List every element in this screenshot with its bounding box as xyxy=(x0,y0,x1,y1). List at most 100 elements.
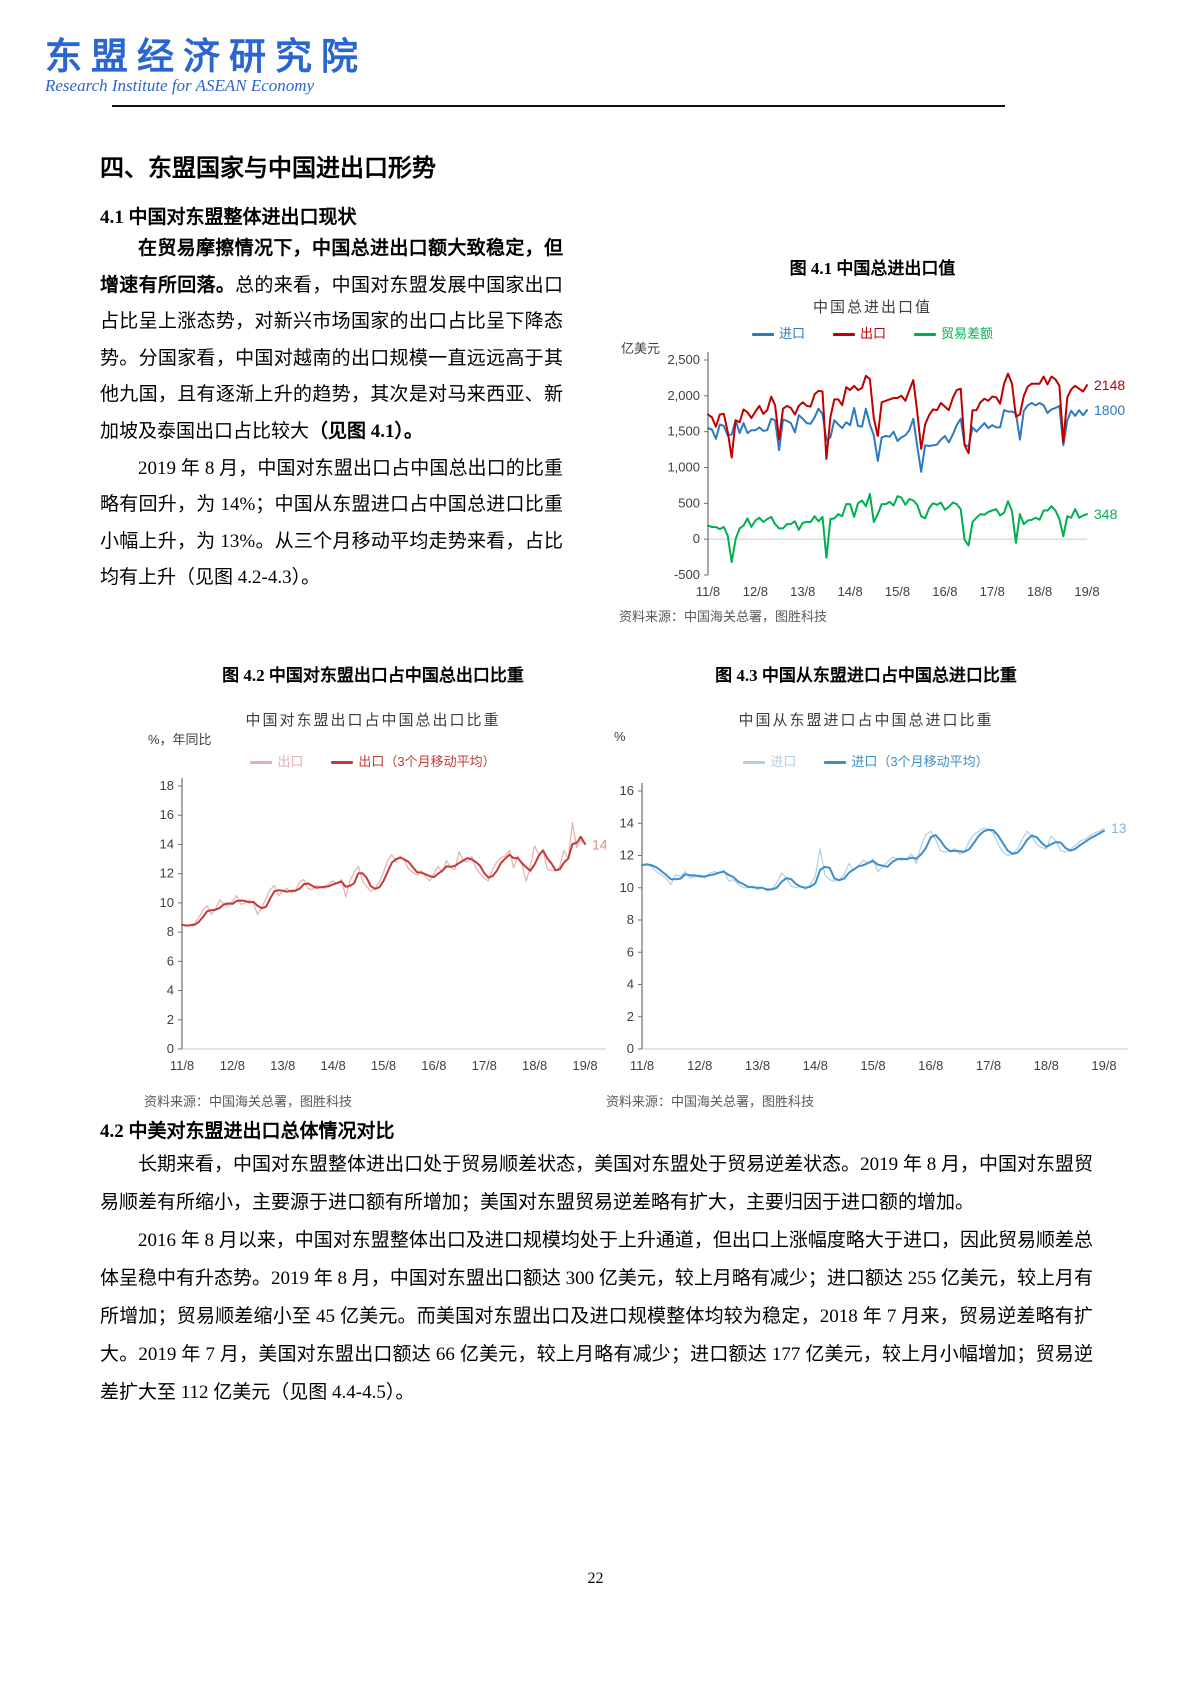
chart-svg: 2,500 2,000 1,500 1,000 500 0 -500 11/8 12/8 13/8… xyxy=(667,352,1125,599)
legend-label: 进口（3个月移动平均） xyxy=(851,754,989,769)
series-end-value: 2148 xyxy=(1094,377,1125,393)
y-tick-label: 14 xyxy=(160,836,174,851)
y-tick-label: 10 xyxy=(620,880,634,895)
y-tick-label: 2 xyxy=(627,1009,634,1024)
source-note: 资料来源：中国海关总署，图胜科技 xyxy=(619,609,828,624)
figure-4-3: 图 4.3 中国从东盟进口占中国总进口比重 中国从东盟进口占中国总进口比重 % … xyxy=(602,661,1130,1121)
legend: 出口 出口（3个月移动平均） xyxy=(140,751,606,770)
series-end-value: 1800 xyxy=(1094,402,1125,418)
figure-4-2-caption: 图 4.2 中国对东盟出口占中国总出口比重 xyxy=(222,666,524,685)
figure-4-2: 图 4.2 中国对东盟出口占中国总出口比重 中国对东盟出口占中国总出口比重 %，… xyxy=(140,661,606,1121)
legend-swatch xyxy=(743,761,766,765)
body-text-full-width: 长期来看，中国对东盟整体进出口处于贸易顺差状态，美国对东盟处于贸易逆差状态。20… xyxy=(100,1146,1093,1412)
legend-item: 进口 xyxy=(743,754,796,769)
y-tick-label: 14 xyxy=(620,815,634,830)
body-text-column: 在贸易摩擦情况下，中国总进出口额大致稳定，但增速有所回落。总的来看，中国对东盟发… xyxy=(100,231,563,597)
y-tick-label: 16 xyxy=(620,783,634,798)
data-line xyxy=(707,402,1088,473)
legend-item: 出口 xyxy=(832,326,886,341)
legend-item: 进口（3个月移动平均） xyxy=(824,754,989,769)
y-tick-label: 1,000 xyxy=(667,460,700,475)
x-tick-label: 16/8 xyxy=(421,1058,446,1073)
y-tick-label: 8 xyxy=(167,924,174,939)
paragraph-1-ref: （见图 4.1）。 xyxy=(309,420,424,442)
y-tick-label: 2,500 xyxy=(667,352,700,367)
y-tick-label: 4 xyxy=(627,977,634,992)
x-tick-label: 16/8 xyxy=(918,1058,943,1073)
org-logo: 东盟经济研究院 xyxy=(45,37,367,78)
legend-label: 出口 xyxy=(277,754,304,769)
paragraph-1-lead: 在贸易摩擦情况下，中国总进出口额大致稳定，但增速有所回落。 xyxy=(100,238,563,296)
y-tick-label: 2,000 xyxy=(667,388,700,403)
data-line xyxy=(707,493,1088,564)
x-tick-label: 12/8 xyxy=(220,1058,245,1073)
y-axis-label: % xyxy=(614,729,626,744)
y-axis-label: %，年同比 xyxy=(148,732,212,747)
y-tick-label: 6 xyxy=(627,944,634,959)
section-title: 四、东盟国家与中国进出口形势 xyxy=(100,156,436,182)
y-tick-label: 0 xyxy=(167,1041,174,1056)
legend-label: 出口 xyxy=(859,326,886,341)
y-tick-label: -500 xyxy=(674,567,700,582)
x-tick-label: 15/8 xyxy=(371,1058,396,1073)
org-subtitle: Research Institute for ASEAN Economy xyxy=(45,76,315,95)
legend-swatch xyxy=(751,333,774,337)
paragraph-1-body: 总的来看，中国对东盟发展中国家出口占比呈上涨态势，对新兴市场国家的出口占比呈下降… xyxy=(100,274,563,442)
x-tick-label: 13/8 xyxy=(270,1058,295,1073)
legend: 进口 出口 贸易差额 xyxy=(615,323,1130,342)
y-tick-label: 0 xyxy=(693,531,700,546)
y-tick-label: 0 xyxy=(627,1041,634,1056)
x-tick-label: 11/8 xyxy=(630,1058,654,1073)
x-tick-label: 12/8 xyxy=(743,584,768,599)
page-number: 22 xyxy=(587,1570,604,1587)
legend-item: 出口（3个月移动平均） xyxy=(331,754,496,769)
x-tick-label: 19/8 xyxy=(1091,1058,1116,1073)
legend-item: 出口 xyxy=(250,754,303,769)
series-end-value: 348 xyxy=(1094,506,1118,522)
figure-4-3-chart-title: 中国从东盟进口占中国总进口比重 xyxy=(738,712,994,729)
legend-swatch xyxy=(331,761,354,765)
legend-label: 出口（3个月移动平均） xyxy=(358,754,496,769)
legend-swatch xyxy=(914,333,936,337)
y-axis-label: 亿美元 xyxy=(621,341,661,356)
source-note: 资料来源：中国海关总署，图胜科技 xyxy=(144,1094,353,1109)
x-tick-label: 15/8 xyxy=(860,1058,885,1073)
legend-swatch xyxy=(824,761,847,765)
paragraph-4: 2016 年 8 月以来，中国对东盟整体出口及进口规模均处于上升通道，但出口上涨… xyxy=(100,1230,1093,1403)
legend-label: 进口 xyxy=(770,754,797,769)
x-tick-label: 11/8 xyxy=(170,1058,194,1073)
subsection-4-1-title: 4.1 中国对东盟整体进出口现状 xyxy=(100,207,357,228)
x-tick-label: 18/8 xyxy=(522,1058,547,1073)
x-tick-label: 14/8 xyxy=(803,1058,828,1073)
x-tick-label: 19/8 xyxy=(1074,584,1099,599)
figure-4-2-chart-title: 中国对东盟出口占中国总出口比重 xyxy=(245,712,501,729)
y-tick-label: 12 xyxy=(620,848,634,863)
data-line xyxy=(181,835,586,927)
series-end-value: 13 xyxy=(1111,820,1127,836)
figure-4-1-caption: 图 4.1 中国总进出口值 xyxy=(789,259,956,278)
y-tick-label: 6 xyxy=(167,953,174,968)
legend-swatch xyxy=(250,761,273,765)
x-tick-label: 12/8 xyxy=(687,1058,712,1073)
x-tick-label: 15/8 xyxy=(885,584,910,599)
x-tick-label: 13/8 xyxy=(790,584,815,599)
x-tick-label: 17/8 xyxy=(980,584,1005,599)
y-tick-label: 1,500 xyxy=(667,424,700,439)
figure-4-1: 图 4.1 中国总进出口值 中国总进出口值 进口 出口 贸易差额 亿美元 2,500… xyxy=(615,254,1130,634)
chart-svg: 16 14 12 10 8 6 4 2 0 11/8 12/8 13/8 14/8 15/8 16/8 17/… xyxy=(620,783,1128,1073)
x-tick-label: 11/8 xyxy=(696,584,720,599)
y-tick-label: 2 xyxy=(167,1012,174,1027)
y-tick-label: 500 xyxy=(678,495,700,510)
x-tick-label: 17/8 xyxy=(976,1058,1001,1073)
x-tick-label: 17/8 xyxy=(472,1058,497,1073)
source-note: 资料来源：中国海关总署，图胜科技 xyxy=(606,1094,815,1109)
x-tick-label: 14/8 xyxy=(320,1058,345,1073)
legend: 进口 进口（3个月移动平均） xyxy=(602,751,1130,770)
subsection-4-2-title: 4.2 中美对东盟进出口总体情况对比 xyxy=(100,1121,395,1142)
data-line xyxy=(181,821,586,927)
x-tick-label: 13/8 xyxy=(745,1058,770,1073)
figure-4-1-chart-title: 中国总进出口值 xyxy=(812,299,932,316)
y-tick-label: 12 xyxy=(160,866,174,881)
x-tick-label: 14/8 xyxy=(837,584,862,599)
